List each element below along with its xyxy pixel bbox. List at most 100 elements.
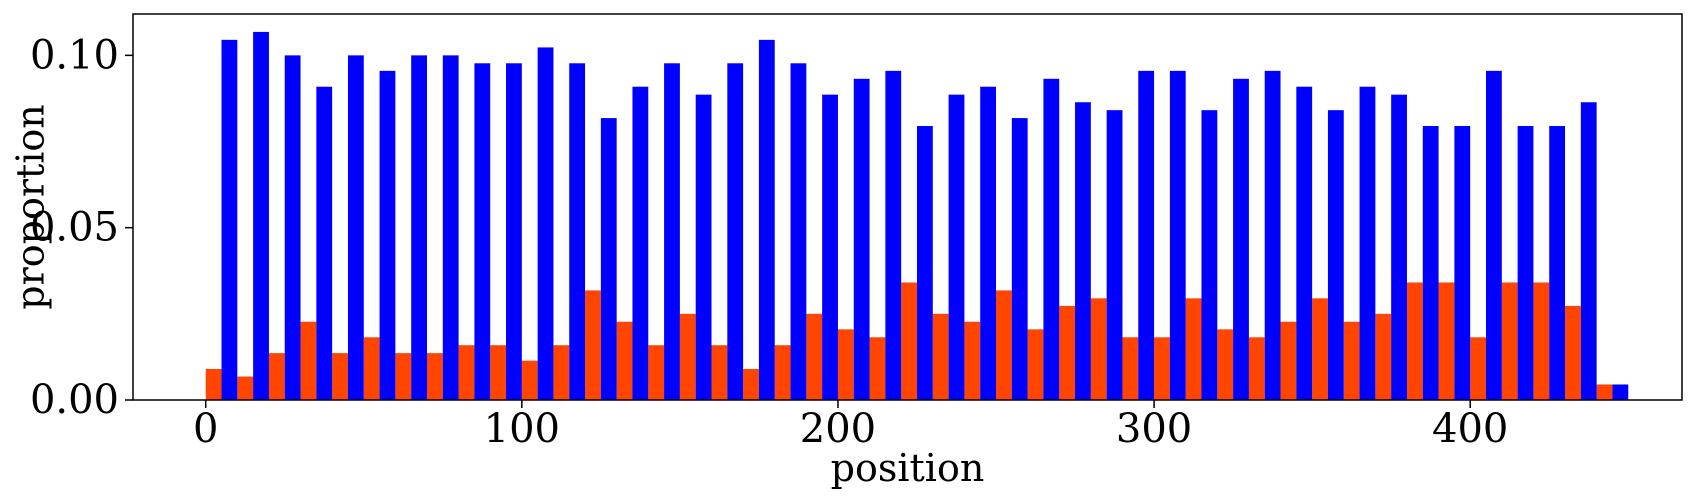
bar-series-2-bin-20 bbox=[284, 55, 301, 400]
x-tick-label: 300 bbox=[1116, 406, 1192, 452]
x-tick-label: 400 bbox=[1432, 406, 1508, 452]
bar-series-2-bin-30 bbox=[316, 86, 333, 401]
bar-series-2-bin-230 bbox=[948, 94, 965, 401]
bar-series-1-bin-50 bbox=[363, 337, 380, 400]
bar-series-2-bin-430 bbox=[1580, 102, 1597, 400]
bar-series-2-bin-150 bbox=[695, 94, 712, 401]
bar-series-1-bin-60 bbox=[395, 353, 412, 400]
bar-series-1-bin-170 bbox=[743, 368, 759, 400]
bar-series-1-bin-350 bbox=[1312, 298, 1328, 400]
bar-series-1-bin-410 bbox=[1501, 282, 1518, 400]
y-axis-label: proportion bbox=[8, 104, 52, 310]
bar-series-2-bin-90 bbox=[506, 63, 522, 400]
bar-series-1-bin-270 bbox=[1059, 305, 1076, 400]
bar-series-1-bin-40 bbox=[332, 353, 348, 400]
bars-layer bbox=[205, 31, 1629, 401]
bar-series-2-bin-340 bbox=[1296, 86, 1313, 401]
bar-series-1-bin-340 bbox=[1280, 321, 1297, 400]
bar-series-2-bin-250 bbox=[1011, 118, 1028, 400]
bar-series-1-bin-230 bbox=[932, 313, 949, 400]
bar-series-1-bin-20 bbox=[268, 353, 285, 400]
bar-series-2-bin-440 bbox=[1612, 384, 1629, 400]
bar-series-2-bin-100 bbox=[537, 47, 554, 400]
y-tick-label: 0.10 bbox=[30, 32, 119, 78]
bar-series-2-bin-140 bbox=[664, 63, 680, 400]
bar-series-1-bin-430 bbox=[1565, 305, 1581, 400]
y-axis-ticks: 0.00 0.05 0.10 bbox=[30, 32, 133, 423]
bar-series-2-bin-270 bbox=[1075, 102, 1091, 400]
x-axis-label: position bbox=[831, 446, 985, 490]
bar-series-2-bin-60 bbox=[411, 55, 427, 400]
bar-series-1-bin-290 bbox=[1122, 337, 1139, 400]
bar-series-1-bin-130 bbox=[616, 321, 633, 400]
bar-series-2-bin-0 bbox=[221, 39, 238, 401]
bar-series-1-bin-190 bbox=[806, 313, 823, 400]
bar-series-1-bin-160 bbox=[711, 345, 728, 400]
bar-series-1-bin-390 bbox=[1438, 282, 1455, 400]
bar-series-2-bin-400 bbox=[1486, 70, 1502, 400]
bar-series-2-bin-370 bbox=[1391, 94, 1407, 401]
bar-series-2-bin-120 bbox=[600, 118, 617, 400]
bar-series-2-bin-180 bbox=[790, 63, 807, 400]
bar-series-2-bin-170 bbox=[758, 39, 775, 401]
bar-series-2-bin-330 bbox=[1264, 70, 1281, 400]
bar-series-2-bin-390 bbox=[1454, 126, 1471, 401]
bar-series-2-bin-80 bbox=[474, 63, 491, 400]
bar-series-1-bin-300 bbox=[1154, 337, 1170, 400]
bar-series-1-bin-180 bbox=[774, 345, 791, 400]
bar-series-2-bin-360 bbox=[1359, 86, 1376, 401]
bar-series-1-bin-260 bbox=[1027, 329, 1044, 400]
bar-series-1-bin-100 bbox=[521, 360, 538, 400]
bar-series-1-bin-280 bbox=[1090, 298, 1107, 400]
bar-series-1-bin-30 bbox=[300, 321, 317, 400]
bar-series-2-bin-350 bbox=[1327, 110, 1344, 400]
bar-series-1-bin-310 bbox=[1185, 298, 1202, 400]
bar-series-1-bin-380 bbox=[1406, 282, 1423, 400]
bar-series-2-bin-260 bbox=[1043, 78, 1060, 401]
bar-series-1-bin-220 bbox=[901, 282, 917, 400]
bar-series-1-bin-120 bbox=[585, 290, 601, 400]
bar-series-2-bin-130 bbox=[632, 86, 649, 401]
bar-series-2-bin-240 bbox=[980, 86, 997, 401]
bar-series-2-bin-420 bbox=[1549, 126, 1566, 401]
bar-series-1-bin-440 bbox=[1596, 384, 1613, 400]
bar-series-2-bin-300 bbox=[1169, 70, 1186, 400]
bar-series-2-bin-220 bbox=[916, 126, 933, 401]
bar-series-1-bin-370 bbox=[1375, 313, 1392, 400]
bar-series-1-bin-400 bbox=[1470, 337, 1487, 400]
bar-series-1-bin-150 bbox=[679, 313, 696, 400]
x-tick-label: 0 bbox=[193, 406, 218, 452]
plot-frame bbox=[132, 13, 1683, 401]
bar-series-2-bin-410 bbox=[1517, 126, 1534, 401]
bar-series-1-bin-330 bbox=[1248, 337, 1265, 400]
bar-series-1-bin-140 bbox=[648, 345, 665, 400]
bar-series-1-bin-80 bbox=[458, 345, 475, 400]
bar-series-2-bin-190 bbox=[822, 94, 838, 401]
bar-series-2-bin-200 bbox=[853, 78, 870, 401]
bar-series-1-bin-420 bbox=[1533, 282, 1550, 400]
x-tick-label: 200 bbox=[800, 406, 876, 452]
bar-series-1-bin-320 bbox=[1217, 329, 1234, 400]
bar-series-1-bin-70 bbox=[426, 353, 443, 400]
y-tick-label: 0.00 bbox=[30, 377, 119, 423]
bar-series-1-bin-200 bbox=[837, 329, 854, 400]
bar-series-2-bin-290 bbox=[1138, 70, 1155, 400]
bar-series-2-bin-50 bbox=[379, 70, 396, 400]
bar-series-2-bin-70 bbox=[442, 55, 459, 400]
bar-series-1-bin-240 bbox=[964, 321, 981, 400]
x-tick-label: 100 bbox=[484, 406, 560, 452]
bar-series-1-bin-0 bbox=[205, 368, 222, 400]
y-tick-label: 0.05 bbox=[30, 205, 119, 251]
bar-series-2-bin-320 bbox=[1233, 78, 1249, 401]
bar-series-1-bin-10 bbox=[237, 376, 254, 400]
bar-series-1-bin-90 bbox=[490, 345, 507, 400]
bar-series-2-bin-40 bbox=[347, 55, 364, 400]
bar-series-2-bin-210 bbox=[885, 70, 902, 400]
bar-series-1-bin-110 bbox=[553, 345, 570, 400]
bar-series-2-bin-110 bbox=[569, 63, 586, 400]
bar-series-2-bin-10 bbox=[253, 31, 269, 401]
bar-series-2-bin-380 bbox=[1422, 126, 1439, 401]
bar-series-2-bin-280 bbox=[1106, 110, 1123, 400]
bar-series-1-bin-210 bbox=[869, 337, 886, 400]
